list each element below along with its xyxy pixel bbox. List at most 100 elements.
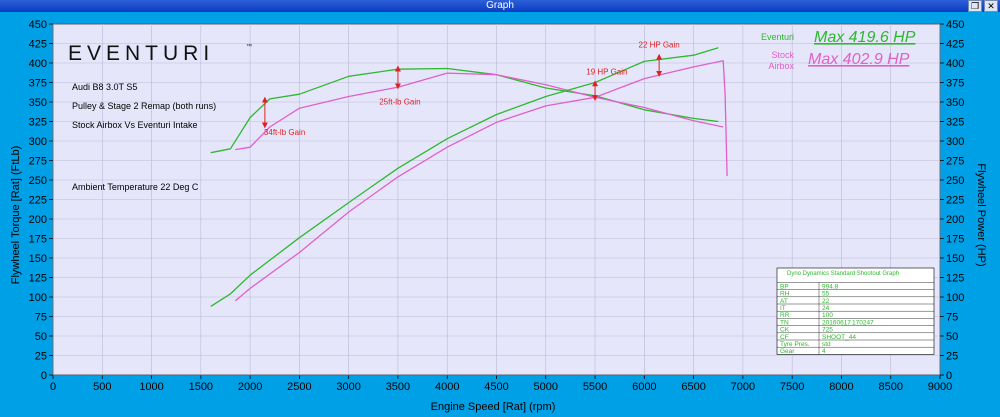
- x-tick-label: 6500: [681, 381, 705, 393]
- legend-stock-max: Max 402.9 HP: [808, 51, 910, 68]
- y-right-tick-label: 125: [946, 273, 964, 285]
- stock-airbox-power-line: [234, 60, 728, 302]
- info-key: Tyre Pres.: [780, 341, 810, 348]
- y-left-tick-label: 350: [29, 97, 47, 109]
- x-tick-label: 8500: [878, 381, 902, 393]
- info-key: IT: [780, 305, 786, 312]
- x-axis-label: Engine Speed [Rat] (rpm): [431, 401, 556, 413]
- info-key: BP: [780, 283, 789, 290]
- y-left-tick-label: 400: [29, 58, 47, 70]
- eventuri-torque-line: [210, 67, 719, 154]
- y-right-tick-label: 50: [946, 331, 958, 343]
- gain-label: 22 HP Gain: [639, 40, 680, 49]
- run-notes: Audi B8 3.0T S5 Pulley & Stage 2 Remap (…: [72, 82, 216, 192]
- y-left-tick-label: 325: [29, 117, 47, 129]
- y-right-tick-label: 375: [946, 78, 964, 90]
- note-setup: Pulley & Stage 2 Remap (both runs): [72, 101, 216, 111]
- info-key: RR: [780, 312, 790, 319]
- legend-eventuri-max: Max 419.6 HP: [814, 29, 916, 46]
- y-left-tick-label: 275: [29, 156, 47, 168]
- info-key: CF: [780, 334, 789, 341]
- y-right-tick-label: 100: [946, 292, 964, 304]
- close-icon[interactable]: ✕: [984, 0, 998, 12]
- x-tick-label: 5500: [583, 381, 607, 393]
- x-tick-labels: 0 500 1000 1500 2000 2500 3000 3500 4000 4500 5000…: [50, 381, 952, 393]
- y-right-tick-label: 425: [946, 39, 964, 51]
- y-right-tick-label: 75: [946, 312, 958, 324]
- data-series: [210, 47, 728, 307]
- y-left-tick-label: 50: [35, 331, 47, 343]
- y-right-tick-label: 350: [946, 97, 964, 109]
- y-right-tick-label: 225: [946, 195, 964, 207]
- y-left-tick-label: 200: [29, 214, 47, 226]
- y-left-tick-label: 250: [29, 175, 47, 187]
- info-value: 20160617: [822, 319, 851, 326]
- info-value: 55: [822, 291, 830, 298]
- info-key: TN: [780, 319, 789, 326]
- y-left-tick-label: 425: [29, 39, 47, 51]
- y-right-tick-label: 25: [946, 351, 958, 363]
- x-tick-label: 5000: [534, 381, 558, 393]
- title-bar: Graph ❐ ✕: [0, 0, 1000, 12]
- y-right-tick-labels: 0 25 50 75 100 125 150 175 200 225 250 275 300 325 350…: [946, 19, 964, 382]
- y-right-tick-label: 200: [946, 214, 964, 226]
- info-value: 22: [822, 298, 830, 305]
- y-left-tick-label: 175: [29, 234, 47, 246]
- x-tick-label: 2500: [287, 381, 311, 393]
- info-key: AT: [780, 298, 788, 305]
- stock-airbox-torque-line: [235, 72, 724, 151]
- eventuri-logo: EVENTURI ™: [68, 42, 252, 65]
- y-right-tick-label: 0: [946, 370, 952, 382]
- x-tick-label: 3000: [336, 381, 360, 393]
- logo-tm: ™: [246, 43, 252, 50]
- x-tick-label: 7000: [731, 381, 755, 393]
- legend: Eventuri Max 419.6 HP Stock Airbox Max 4…: [761, 29, 916, 71]
- gain-annotations: 34ft-lb Gain 25ft-lb Gain 19 HP Gain 22 HP …: [261, 40, 680, 137]
- dyno-chart: 0 500 1000 1500 2000 2500 3000 3500 4000 4500 5000…: [10, 19, 987, 413]
- info-value: 100: [822, 312, 833, 319]
- note-ambient: Ambient Temperature 22 Deg C: [72, 182, 199, 192]
- y-left-tick-label: 125: [29, 273, 47, 285]
- eventuri-power-line: [210, 47, 719, 307]
- y-right-tick-label: 250: [946, 175, 964, 187]
- y-left-tick-label: 375: [29, 78, 47, 90]
- info-key: RH: [780, 291, 790, 298]
- y-left-tick-label: 0: [41, 370, 47, 382]
- info-value: 24: [822, 305, 830, 312]
- dyno-info-table: Dyno Dynamics Standard Shootout Graph BP 9…: [776, 267, 935, 355]
- info-key: CK: [780, 327, 790, 334]
- legend-eventuri-label: Eventuri: [761, 32, 794, 42]
- window-title: Graph: [486, 0, 514, 11]
- y-left-tick-label: 150: [29, 253, 47, 265]
- x-tick-label: 2000: [238, 381, 262, 393]
- y-left-tick-label: 25: [35, 351, 47, 363]
- grid-lines: [49, 23, 944, 379]
- y-left-tick-label: 75: [35, 312, 47, 324]
- legend-stock-label-1: Stock: [771, 50, 794, 60]
- y-right-axis-label: Flywheel Power (HP): [975, 163, 987, 266]
- gain-label: 34ft-lb Gain: [264, 128, 305, 137]
- x-tick-label: 3500: [386, 381, 410, 393]
- gain-label: 19 HP Gain: [586, 68, 627, 77]
- y-left-tick-labels: 0 25 50 75 100 125 150 175 200 225 250 275 300 325 350…: [29, 19, 47, 382]
- x-tick-label: 9000: [928, 381, 952, 393]
- y-left-axis-label: Flywheel Torque [Rat] (FtLb): [10, 146, 22, 285]
- y-left-tick-label: 225: [29, 195, 47, 207]
- info-value-2: 170247: [852, 319, 874, 326]
- x-tick-label: 4000: [435, 381, 459, 393]
- y-right-tick-label: 450: [946, 19, 964, 31]
- info-value: std: [822, 341, 831, 348]
- legend-stock-label-2: Airbox: [768, 61, 794, 71]
- info-value: 4: [822, 348, 826, 355]
- info-key: Gear: [780, 348, 795, 355]
- info-table-header: Dyno Dynamics Standard Shootout Graph: [787, 271, 899, 277]
- note-car: Audi B8 3.0T S5: [72, 82, 137, 92]
- restore-icon[interactable]: ❐: [968, 0, 982, 12]
- x-tick-label: 7500: [780, 381, 804, 393]
- y-right-tick-label: 150: [946, 253, 964, 265]
- x-tick-label: 500: [93, 381, 111, 393]
- y-left-tick-label: 100: [29, 292, 47, 304]
- note-comparison: Stock Airbox Vs Eventuri Intake: [72, 120, 198, 130]
- y-right-tick-label: 400: [946, 58, 964, 70]
